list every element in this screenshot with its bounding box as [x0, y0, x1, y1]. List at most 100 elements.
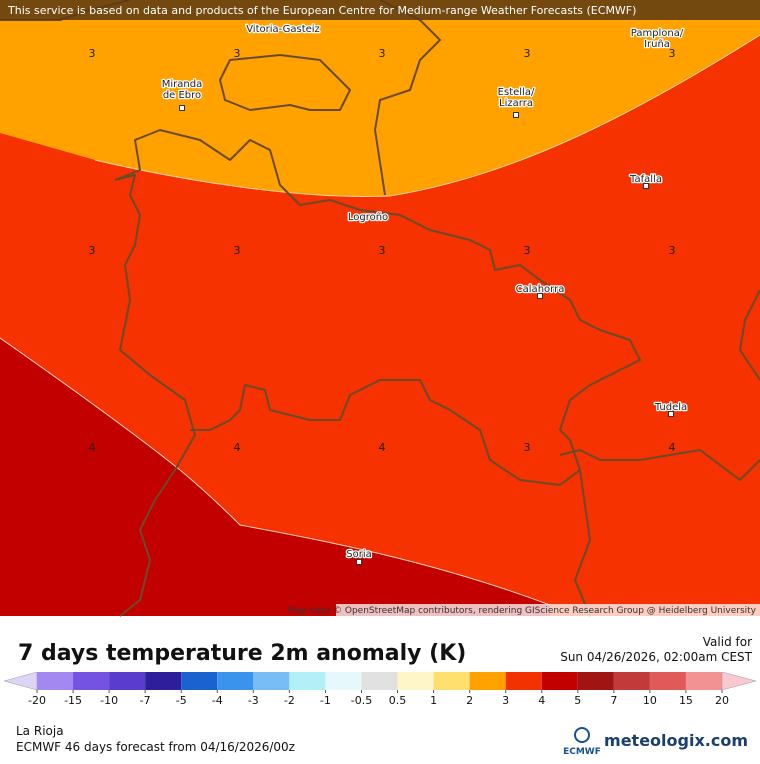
- ecmwf-logo-text: ECMWF: [563, 747, 601, 757]
- grid-value: 3: [669, 244, 676, 257]
- legend-swatch: [289, 672, 326, 690]
- city: Calahorra: [514, 283, 566, 299]
- anomaly-zone-low: [0, 0, 760, 197]
- valid-time: Sun 04/26/2026, 02:00am CEST: [560, 650, 752, 664]
- city-label: Tafalla: [629, 174, 662, 185]
- grid-value: 3: [89, 47, 96, 60]
- legend-arrow: [3, 671, 38, 691]
- legend-tick-label: 20: [715, 694, 729, 707]
- valid-label: Valid for: [703, 635, 752, 649]
- legend-swatch: [361, 672, 398, 690]
- legend-swatch: [397, 672, 434, 690]
- city-marker: [179, 105, 185, 111]
- grid-value: 3: [89, 244, 96, 257]
- legend-tick-label: -15: [64, 694, 82, 707]
- forecast-info: ECMWF 46 days forecast from 04/16/2026/0…: [16, 740, 295, 754]
- legend-swatch: [109, 672, 146, 690]
- contour: [0, 337, 551, 606]
- legend-tick-label: 3: [502, 694, 509, 707]
- brand: meteologix.com: [604, 731, 748, 750]
- banner-bg: [0, 0, 760, 20]
- city: Vitoria-Gasteiz: [245, 23, 321, 37]
- city-marker: [668, 411, 674, 417]
- region-border: [114, 174, 196, 617]
- grid-value: 4: [669, 441, 676, 454]
- ecmwf-logo: ECMWF: [563, 727, 601, 757]
- legend-tick-label: 2: [466, 694, 473, 707]
- attribution-bg: [336, 604, 760, 616]
- legend-swatch: [577, 672, 614, 690]
- legend-tick-label: -4: [212, 694, 223, 707]
- legend-tick-label: -10: [100, 694, 118, 707]
- legend-tick-label: -0.5: [351, 694, 372, 707]
- city-label: Miranda: [162, 79, 202, 90]
- legend-swatch: [37, 672, 74, 690]
- legend-swatch: [685, 672, 722, 690]
- grid-value: 3: [524, 441, 531, 454]
- legend-tick-label: -1: [320, 694, 331, 707]
- legend-tick-label: 10: [643, 694, 657, 707]
- grid-value: 3: [379, 244, 386, 257]
- grid-value: 4: [89, 441, 96, 454]
- legend-tick-label: 7: [610, 694, 617, 707]
- grid-value: 4: [234, 441, 241, 454]
- legend-tick-label: -3: [248, 694, 259, 707]
- legend-swatch: [469, 672, 506, 690]
- grid-value: 3: [234, 244, 241, 257]
- grid-value: 4: [379, 441, 386, 454]
- city-label: de Ebro: [163, 90, 201, 101]
- region-border: [114, 129, 641, 486]
- legend-tick-label: 0.5: [389, 694, 407, 707]
- region: La Rioja: [16, 724, 64, 738]
- city-label: Vitoria-Gasteiz: [246, 24, 320, 35]
- city-label: Tudela: [654, 402, 687, 413]
- legend-tick-label: -5: [176, 694, 187, 707]
- city-label: Lizarra: [499, 98, 533, 109]
- legend-tick-label: -7: [140, 694, 151, 707]
- grid-value: 3: [524, 47, 531, 60]
- legend-tick-label: -20: [28, 694, 46, 707]
- grid-value: 3: [669, 47, 676, 60]
- legend-swatch: [145, 672, 182, 690]
- city-marker: [537, 293, 543, 299]
- anomaly-zone-high: [0, 338, 550, 616]
- map: 3 3 3 3 3 3 3 3 3 3 4 4 4 3 4 Vitoria-Gasteiz Pamplona/I…: [0, 0, 760, 617]
- legend-swatch: [433, 672, 470, 690]
- legend-swatch: [613, 672, 650, 690]
- legend-swatch: [181, 672, 218, 690]
- grid-value: 3: [524, 244, 531, 257]
- city-label: Calahorra: [516, 284, 565, 295]
- legend-tick-label: 1: [430, 694, 437, 707]
- city-marker: [513, 112, 519, 118]
- city-label: Logroño: [348, 212, 388, 223]
- legend-swatch: [73, 672, 110, 690]
- legend-tick-label: 5: [574, 694, 581, 707]
- legend-arrow: [721, 671, 757, 691]
- city-label: Iruña: [644, 39, 670, 50]
- city: Logroño: [347, 211, 390, 225]
- city: Estella/Lizarra: [496, 86, 536, 118]
- legend-tick-label: 15: [679, 694, 693, 707]
- city-marker: [356, 559, 362, 565]
- city-label: Soria: [346, 549, 371, 560]
- city: Tafalla: [628, 173, 663, 189]
- banner: This service is based on data and produc…: [7, 4, 636, 17]
- city: Soria: [345, 548, 373, 565]
- legend-swatch: [325, 672, 362, 690]
- grid-value: 3: [379, 47, 386, 60]
- legend-tick-label: 4: [538, 694, 545, 707]
- legend-tick-label: -2: [284, 694, 295, 707]
- province-border: [374, 0, 760, 617]
- legend-swatch: [541, 672, 578, 690]
- legend-swatch: [649, 672, 686, 690]
- city-label: Estella/: [498, 87, 535, 98]
- legend-swatch: [505, 672, 542, 690]
- color-legend: -20 -15 -10 -7 -5 -4 -3 -2 -1 -0.5 0.5 1 2 3 4 5 7 10 15 20: [3, 671, 757, 707]
- city: Pamplona/Iruña: [629, 27, 685, 52]
- city-marker: [643, 183, 649, 189]
- logo-icon: [574, 727, 590, 743]
- title: 7 days temperature 2m anomaly (K): [18, 641, 466, 666]
- legend-swatch: [217, 672, 254, 690]
